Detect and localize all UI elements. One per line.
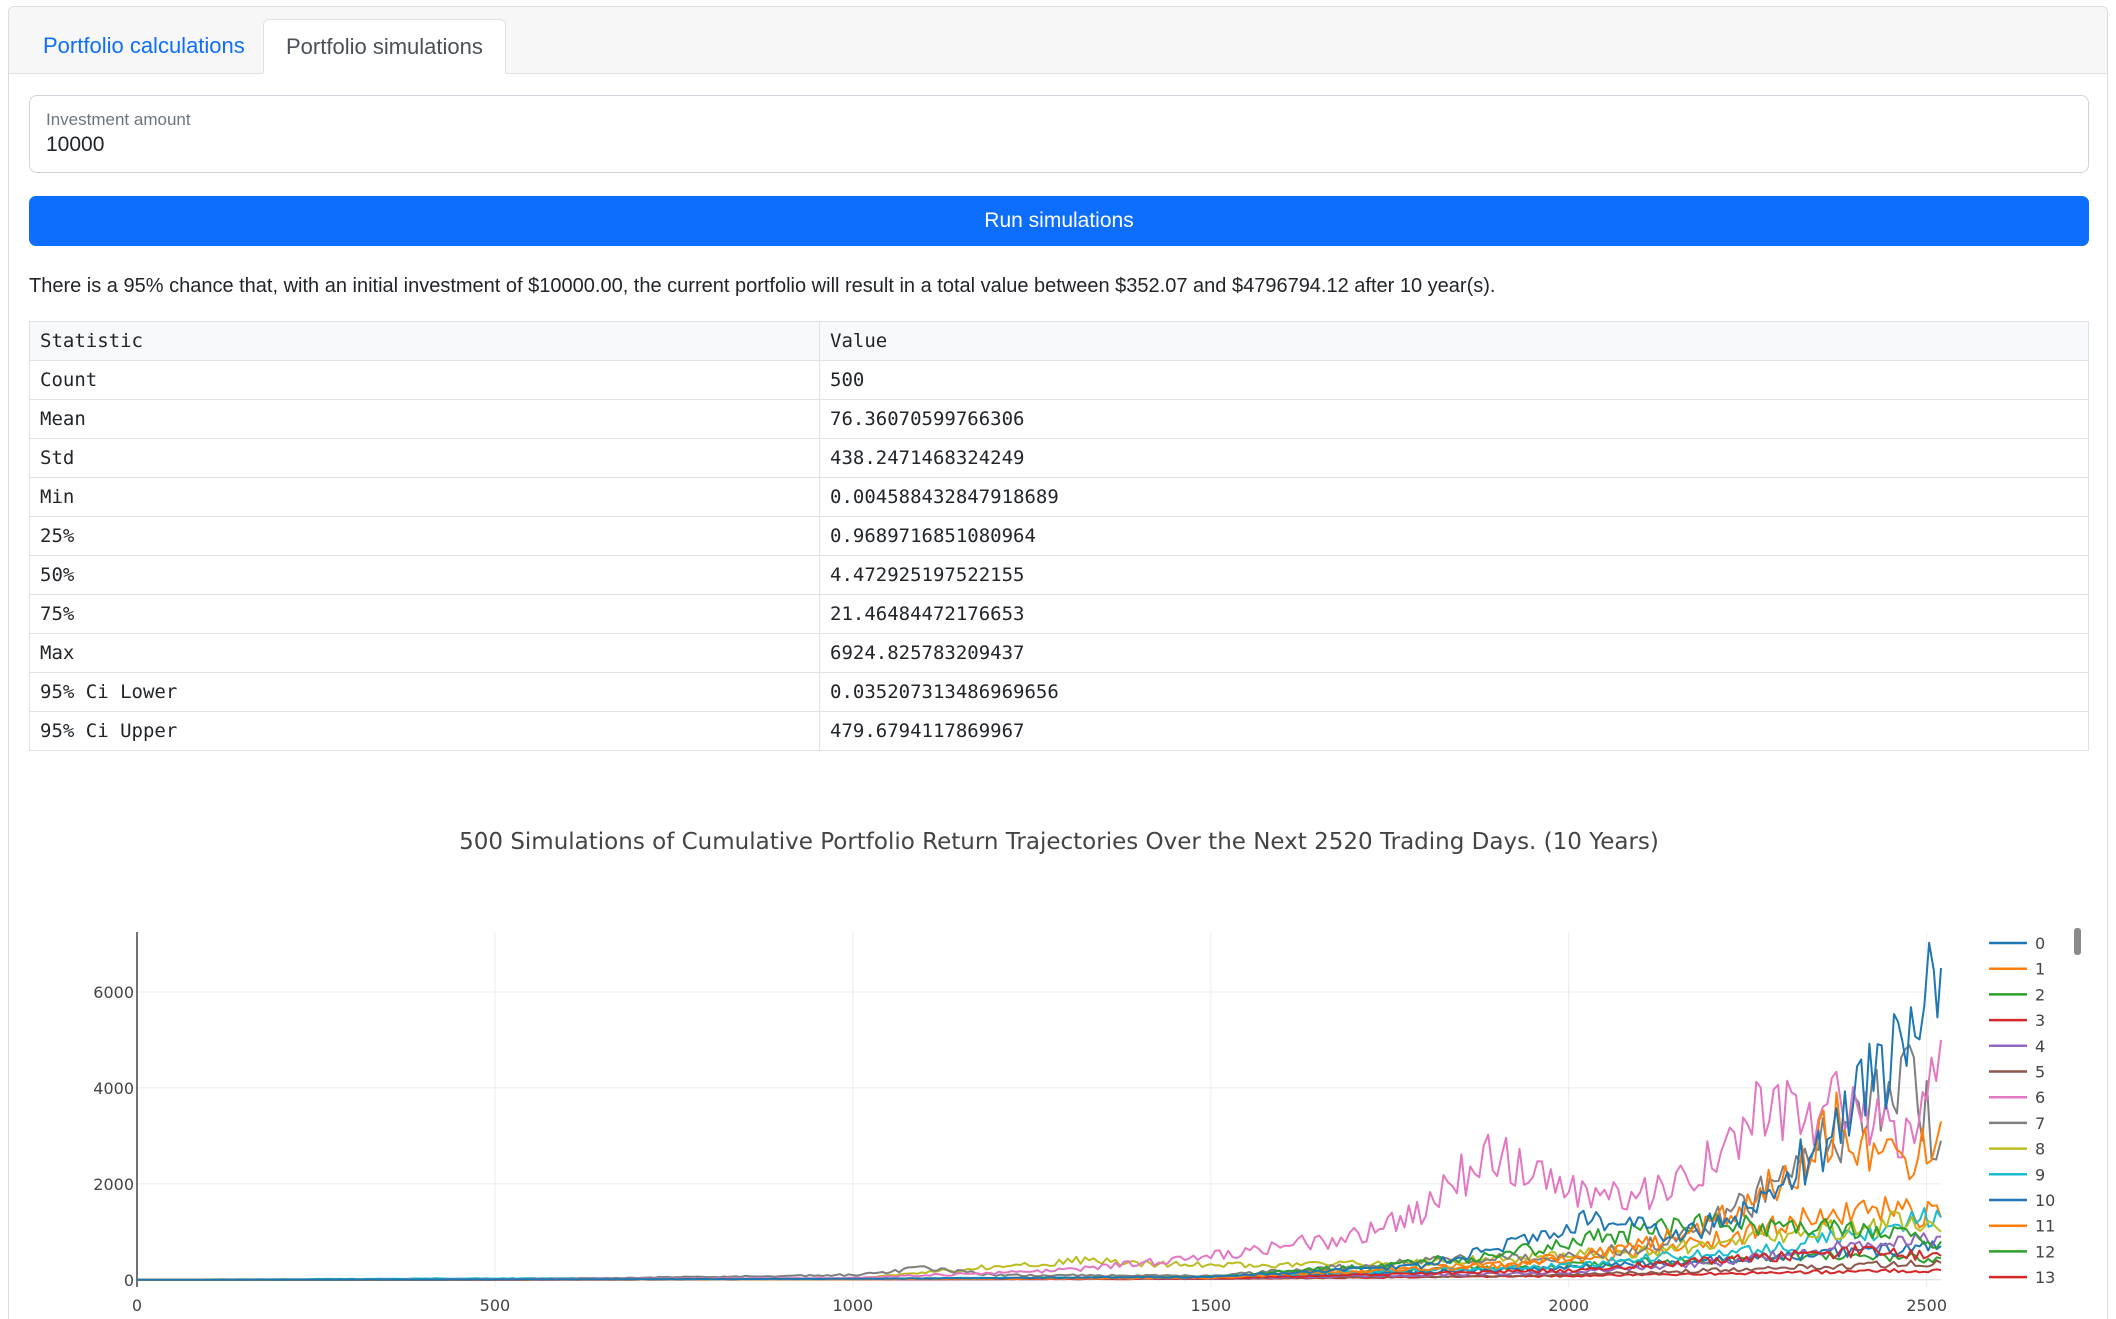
y-tick-label: 0: [124, 1271, 134, 1290]
stat-name: Mean: [29, 399, 820, 439]
stat-name: 50%: [29, 555, 820, 595]
y-tick-label: 6000: [93, 983, 134, 1002]
stat-value: 21.46484472176653: [819, 594, 2089, 634]
investment-amount-input[interactable]: [42, 130, 2080, 160]
legend-label-9: 9: [2035, 1165, 2045, 1184]
table-row: Min 0.004588432847918689: [29, 477, 2089, 517]
tab-portfolio-calculations[interactable]: Portfolio calculations: [43, 33, 245, 58]
stat-value: 479.6794117869967: [819, 711, 2089, 751]
x-tick-label: 500: [480, 1296, 511, 1315]
table-row: Mean 76.36070599766306: [29, 399, 2089, 439]
stat-name: 95% Ci Upper: [29, 711, 820, 751]
stat-value: 500: [819, 360, 2089, 400]
stat-name: Max: [29, 633, 820, 673]
legend-label-5: 5: [2035, 1063, 2045, 1082]
table-row: 95% Ci Lower 0.035207313486969656: [29, 672, 2089, 712]
y-tick-label: 2000: [93, 1175, 134, 1194]
x-tick-label: 1500: [1190, 1296, 1231, 1315]
header-value: Value: [819, 321, 2089, 361]
table-row: 50% 4.472925197522155: [29, 555, 2089, 595]
investment-amount-label: Investment amount: [46, 110, 191, 129]
simulation-chart[interactable]: 0 500 1000 1500 2000 250002000400060000123456…: [9, 887, 2108, 1319]
header-statistic: Statistic: [29, 321, 820, 361]
series-line-8: [136, 1210, 1942, 1281]
chart-title: 500 Simulations of Cumulative Portfolio …: [459, 829, 1659, 855]
investment-amount-field[interactable]: Investment amount: [29, 95, 2089, 173]
legend-label-12: 12: [2035, 1242, 2055, 1261]
stat-name: Std: [29, 438, 820, 478]
legend-label-7: 7: [2035, 1114, 2045, 1133]
series-line-9: [136, 1207, 1942, 1281]
statistics-table: Statistic Value Count 500 Mean 76.36070599…: [29, 321, 2089, 751]
table-row: Max 6924.825783209437: [29, 633, 2089, 673]
table-row: 75% 21.46484472176653: [29, 594, 2089, 634]
stat-name: Min: [29, 477, 820, 517]
stat-name: 95% Ci Lower: [29, 672, 820, 712]
series-line-1: [136, 1091, 1942, 1281]
legend-label-6: 6: [2035, 1088, 2045, 1107]
x-tick-label: 2500: [1906, 1296, 1947, 1315]
series-line-6: [137, 1039, 1942, 1281]
stat-name: 25%: [29, 516, 820, 556]
stat-value: 0.035207313486969656: [819, 672, 2089, 712]
legend-scrollbar[interactable]: [2074, 928, 2081, 955]
x-tick-label: 0: [132, 1296, 142, 1315]
table-row: Std 438.2471468324249: [29, 438, 2089, 478]
x-tick-label: 2000: [1548, 1296, 1589, 1315]
series-line-0: [137, 941, 1942, 1281]
table-row: Count 500: [29, 360, 2089, 400]
legend-label-11: 11: [2035, 1217, 2055, 1236]
stat-value: 6924.825783209437: [819, 633, 2089, 673]
simulation-summary-text: There is a 95% chance that, with an init…: [29, 275, 1496, 297]
run-simulations-button[interactable]: Run simulations: [29, 196, 2089, 246]
stat-value: 438.2471468324249: [819, 438, 2089, 478]
app-frame: Portfolio calculations Portfolio simulat…: [8, 6, 2108, 1319]
legend-label-0: 0: [2035, 934, 2045, 953]
tab-bar: Portfolio calculations Portfolio simulat…: [9, 7, 2107, 74]
legend-label-8: 8: [2035, 1140, 2045, 1159]
legend-label-1: 1: [2035, 960, 2045, 979]
stat-value: 0.9689716851080964: [819, 516, 2089, 556]
stat-value: 76.36070599766306: [819, 399, 2089, 439]
legend-label-4: 4: [2035, 1037, 2045, 1056]
y-tick-label: 4000: [93, 1079, 134, 1098]
legend-label-13: 13: [2035, 1268, 2055, 1287]
table-header-row: Statistic Value: [29, 321, 2089, 361]
table-row: 25% 0.9689716851080964: [29, 516, 2089, 556]
stat-value: 0.004588432847918689: [819, 477, 2089, 517]
legend-label-2: 2: [2035, 985, 2045, 1004]
stat-value: 4.472925197522155: [819, 555, 2089, 595]
table-row: 95% Ci Upper 479.6794117869967: [29, 711, 2089, 751]
tab-portfolio-simulations[interactable]: Portfolio simulations: [263, 19, 506, 74]
stat-name: 75%: [29, 594, 820, 634]
legend-label-10: 10: [2035, 1191, 2055, 1210]
x-tick-label: 1000: [833, 1296, 874, 1315]
legend-label-3: 3: [2035, 1011, 2045, 1030]
stat-name: Count: [29, 360, 820, 400]
